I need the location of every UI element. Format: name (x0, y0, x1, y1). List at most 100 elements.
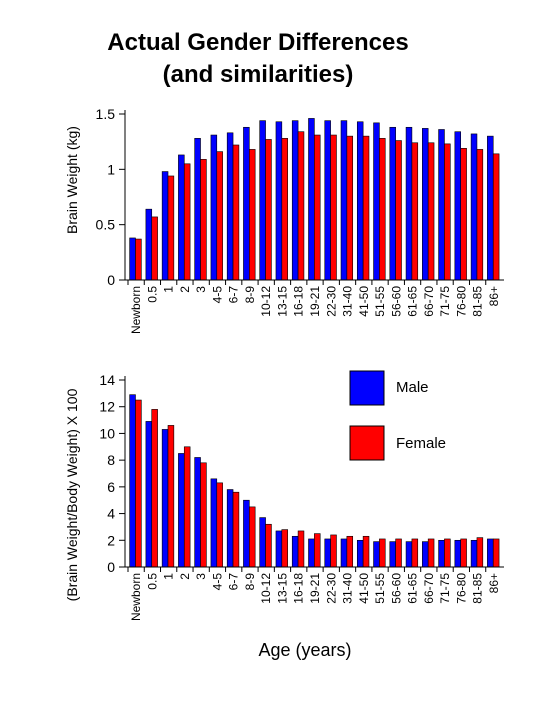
ratio-bar-male-21 (470, 539, 478, 568)
ratio-bar-female-11 (314, 533, 321, 568)
ratio-y-tick-label-4: 8 (107, 452, 115, 468)
weight-bar-male-22 (487, 135, 494, 281)
ratio-x-tick-label-11: 19-21 (308, 573, 322, 604)
ratio-x-tick-label-13: 31-40 (341, 573, 355, 604)
weight-bar-male-0 (129, 237, 136, 281)
ratio-bar-male-8 (259, 517, 266, 568)
weight-bar-female-14 (362, 135, 370, 281)
weight-bar-male-14 (356, 121, 364, 281)
weight-bar-male-5 (210, 134, 218, 281)
ratio-bar-male-7 (243, 499, 250, 568)
weight-bar-female-11 (314, 134, 321, 281)
ratio-x-tick-label-22: 86+ (487, 573, 501, 593)
weight-bar-female-18 (427, 142, 435, 281)
ratio-x-tick-label-16: 56-60 (389, 573, 403, 604)
weight-y-tick-label-3: 1.5 (96, 106, 116, 122)
ratio-x-tick-label-10: 16-18 (292, 573, 306, 604)
ratio-bar-female-15 (379, 538, 386, 568)
ratio-bar-female-6 (232, 491, 240, 568)
ratio-bar-male-19 (438, 539, 445, 568)
ratio-bar-female-2 (167, 425, 175, 568)
ratio-y-tick-label-0: 0 (107, 559, 115, 575)
weight-bar-female-17 (411, 142, 419, 281)
ratio-bar-male-20 (454, 539, 461, 568)
weight-bar-male-20 (454, 131, 461, 281)
ratio-y-axis-title: (Brain Weight/Body Weight) X 100 (64, 388, 80, 601)
ratio-bar-female-13 (346, 535, 354, 568)
weight-y-tick-label-2: 1 (107, 161, 115, 177)
ratio-bar-female-18 (427, 538, 435, 568)
figure-title-line2: (and similarities) (163, 61, 354, 88)
weight-bar-male-15 (373, 122, 380, 281)
ratio-x-tick-label-15: 51-55 (373, 573, 387, 604)
weight-bar-male-9 (275, 121, 283, 281)
legend-label-female: Female (396, 435, 446, 452)
weight-bar-male-7 (243, 126, 250, 281)
ratio-y-tick-label-7: 14 (99, 372, 115, 388)
weight-bar-female-10 (297, 131, 305, 281)
ratio-bar-male-6 (226, 489, 234, 568)
ratio-bar-male-4 (194, 457, 201, 568)
ratio-bar-female-7 (249, 506, 256, 568)
weight-x-tick-label-17: 61-65 (406, 286, 420, 317)
ratio-x-tick-label-18: 66-70 (422, 573, 436, 604)
ratio-bar-female-17 (411, 538, 419, 568)
weight-x-tick-label-14: 41-50 (357, 286, 371, 317)
weight-bar-female-15 (379, 138, 386, 281)
ratio-bar-male-5 (210, 478, 218, 568)
ratio-bar-female-19 (444, 538, 451, 568)
legend: Male Female (349, 370, 446, 461)
ratio-bar-female-20 (460, 538, 467, 568)
ratio-bar-male-18 (422, 541, 429, 568)
figure-title-line1: Actual Gender Differences (107, 29, 408, 56)
ratio-y-tick-label-2: 4 (107, 506, 115, 522)
ratio-bar-female-22 (492, 538, 500, 568)
weight-bar-female-4 (200, 159, 207, 281)
ratio-y-tick-label-6: 12 (99, 399, 115, 415)
weight-x-tick-label-7: 8-9 (243, 286, 257, 304)
weight-bar-female-19 (444, 143, 451, 281)
weight-x-tick-label-11: 19-21 (308, 286, 322, 317)
weight-bar-male-3 (178, 154, 185, 281)
ratio-bar-male-3 (178, 453, 185, 568)
ratio-bar-female-14 (362, 535, 370, 568)
ratio-x-tick-label-5: 4-5 (210, 573, 224, 591)
weight-bar-female-13 (346, 135, 354, 281)
weight-bar-female-16 (395, 140, 402, 281)
weight-bar-female-1 (151, 216, 158, 281)
ratio-bar-male-15 (373, 541, 380, 568)
weight-bar-male-8 (259, 120, 266, 281)
ratio-x-tick-label-4: 3 (194, 573, 208, 580)
weight-y-axis-title: Brain Weight (kg) (64, 126, 80, 234)
weight-bar-female-0 (135, 238, 142, 281)
weight-bar-male-21 (470, 133, 478, 281)
weight-x-tick-label-4: 3 (194, 286, 208, 293)
ratio-bar-male-14 (356, 539, 364, 568)
weight-y-tick-label-1: 0.5 (96, 217, 116, 233)
weight-bar-female-6 (232, 144, 240, 281)
ratio-bar-male-1 (145, 421, 153, 568)
weight-x-tick-label-2: 1 (162, 286, 176, 293)
weight-bar-female-20 (460, 148, 467, 281)
weight-x-tick-label-10: 16-18 (292, 286, 306, 317)
weight-bar-male-19 (438, 129, 445, 281)
ratio-x-tick-label-1: 0.5 (145, 573, 159, 590)
weight-bar-female-3 (183, 163, 191, 281)
ratio-x-tick-label-19: 71-75 (438, 573, 452, 604)
weight-bar-female-12 (330, 134, 337, 281)
ratio-bar-female-0 (135, 399, 142, 568)
ratio-x-tick-label-2: 1 (162, 573, 176, 580)
weight-bar-male-16 (389, 126, 396, 281)
legend-swatch-female (349, 425, 385, 461)
ratio-x-tick-label-0: Newborn (129, 573, 143, 621)
weight-bar-female-21 (476, 149, 484, 281)
weight-bar-male-13 (340, 120, 348, 281)
weight-x-tick-label-1: 0.5 (145, 286, 159, 303)
ratio-bar-female-3 (183, 446, 191, 568)
weight-x-tick-label-12: 22-30 (324, 286, 338, 317)
weight-x-tick-label-20: 76-80 (454, 286, 468, 317)
weight-bar-male-18 (422, 128, 429, 281)
weight-bar-male-17 (405, 126, 413, 281)
weight-x-tick-label-19: 71-75 (438, 286, 452, 317)
ratio-bar-male-11 (308, 538, 315, 568)
